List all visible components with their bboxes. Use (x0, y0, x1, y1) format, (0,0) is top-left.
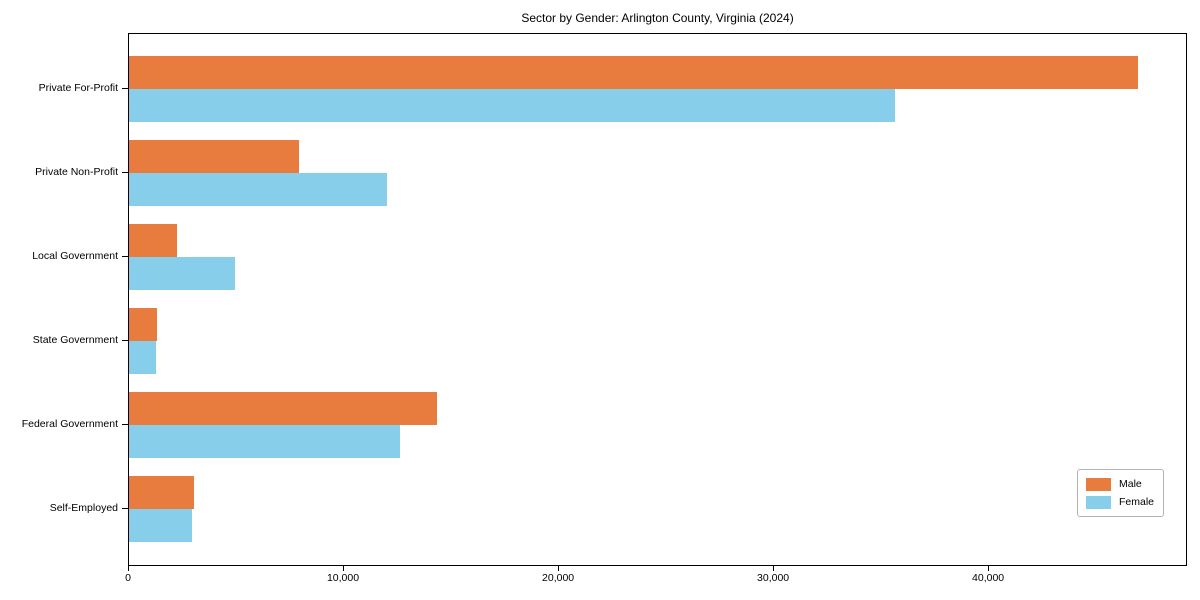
xtick-label-20-000: 20,000 (542, 572, 575, 584)
xtick-mark-40-000 (988, 566, 990, 571)
legend-swatch-male (1085, 477, 1111, 491)
xtick-label-10-000: 10,000 (326, 572, 360, 584)
legend-label-male: Male (1118, 478, 1142, 490)
bar-female-private-for-profit (129, 89, 895, 122)
ytick-mark-private-non-profit (122, 172, 128, 173)
xtick-mark-30-000 (773, 566, 775, 571)
xtick-label-40-000: 40,000 (972, 572, 1005, 584)
bar-female-federal-government (129, 425, 400, 458)
chart-title: Sector by Gender: Arlington County, Virg… (521, 11, 794, 25)
bar-female-state-government (129, 341, 156, 374)
bar-female-private-non-profit (129, 173, 387, 206)
ytick-label-private-for-profit: Private For-Profit (38, 82, 118, 94)
legend-row-male: Male (1085, 476, 1154, 492)
xtick-mark-20-000 (558, 566, 560, 571)
xtick-label-0: 0 (125, 572, 131, 584)
bar-male-federal-government (129, 392, 437, 425)
ytick-label-self-employed: Self-Employed (49, 502, 118, 514)
bar-male-state-government (129, 308, 157, 341)
ytick-mark-federal-government (122, 424, 128, 425)
xtick-mark-0 (128, 566, 129, 571)
ytick-label-private-non-profit: Private Non-Profit (35, 166, 118, 178)
xtick-label-30-000: 30,000 (757, 572, 790, 584)
legend: Male Female (1076, 469, 1164, 517)
bar-male-local-government (129, 224, 178, 257)
bar-male-private-for-profit (129, 56, 1138, 89)
legend-swatch-female (1085, 495, 1111, 509)
ytick-label-federal-government: Federal Government (21, 418, 118, 430)
legend-label-female: Female (1118, 496, 1154, 508)
bar-female-self-employed (129, 509, 193, 542)
xtick-mark-10-000 (343, 566, 344, 571)
bar-male-private-non-profit (129, 140, 299, 173)
legend-row-female: Female (1085, 494, 1154, 510)
bar-female-local-government (129, 257, 236, 290)
ytick-label-state-government: State Government (32, 334, 118, 346)
bar-male-self-employed (129, 476, 194, 509)
ytick-mark-state-government (122, 340, 128, 341)
ytick-label-local-government: Local Government (32, 250, 118, 262)
ytick-mark-local-government (122, 256, 128, 257)
plot-area: Male Female (128, 33, 1187, 566)
ytick-mark-self-employed (122, 508, 128, 509)
ytick-mark-private-for-profit (122, 88, 128, 89)
